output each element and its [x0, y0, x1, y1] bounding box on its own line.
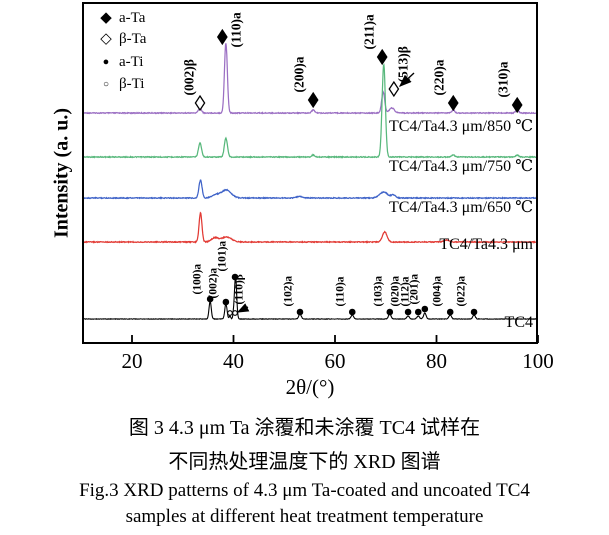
x-tick-label-20: 20 — [121, 349, 143, 373]
peak-label-(513)β: (513)β — [395, 46, 411, 83]
peak-label-(310)a: (310)a — [495, 61, 511, 98]
ti-peak-label-(102)a: (102)a — [282, 275, 295, 307]
filled-circle-icon — [206, 295, 214, 303]
beta-ti-open-circle-icon — [232, 310, 238, 316]
plot-border — [82, 2, 538, 344]
ti-peak-label-(002)a: (002)a — [207, 267, 220, 299]
filled-diamond-icon — [216, 28, 228, 46]
xrd-trace-0 — [84, 43, 536, 115]
ti-peak-label-(022)a: (022)a — [455, 275, 468, 307]
filled-circle-icon — [470, 308, 478, 316]
legend-label: a-Ta — [119, 10, 146, 26]
traces-group — [84, 43, 536, 321]
filled-circle-icon — [414, 308, 422, 316]
filled-diamond-icon — [511, 96, 523, 114]
caption-chinese-line1: 图 3 4.3 μm Ta 涂覆和未涂覆 TC4 试样在 — [128, 417, 481, 439]
legend-label: β-Ti — [119, 76, 145, 92]
ti-peak-label-(110)a: (110)a — [334, 276, 347, 307]
x-axis-label: 2θ/(°) — [285, 375, 335, 399]
xrd-plot-canvas — [82, 2, 539, 344]
trace-label-3: TC4/Ta4.3 μm — [439, 236, 533, 253]
xrd-trace-1 — [84, 63, 536, 159]
filled-circle-icon — [348, 308, 356, 316]
trace-label-4: TC4 — [504, 314, 533, 331]
peak-label-(110)a: (110)a — [228, 12, 244, 48]
ti-peak-label-(004)a: (004)a — [431, 275, 444, 307]
legend-label: a-Ti — [119, 54, 144, 70]
annotation-arrow — [398, 72, 415, 87]
caption-english-line1: Fig.3 XRD patterns of 4.3 μm Ta-coated a… — [79, 480, 530, 501]
filled-circle-icon — [231, 273, 239, 281]
legend-item-β-Ta: ◇ β-Ta — [99, 32, 146, 47]
filled-diamond-icon: ◆ — [100, 10, 112, 26]
filled-circle-icon — [222, 298, 230, 306]
ti-peak-label-(110)β: (110)β — [233, 274, 246, 305]
open-diamond-icon — [388, 80, 400, 98]
trace-label-2: TC4/Ta4.3 μm/650 ℃ — [388, 199, 533, 216]
xrd-trace-3 — [84, 211, 536, 244]
filled-diamond-icon — [307, 91, 319, 109]
ti-peak-label-(201)a: (201)a — [408, 273, 421, 305]
y-axis-label: Intensity (a. u.) — [50, 107, 73, 239]
ti-peak-label-(103)a: (103)a — [372, 275, 385, 307]
ti-peak-label-(101)a: (101)a — [216, 240, 229, 272]
filled-circle-icon — [446, 308, 454, 316]
filled-circle-icon: ● — [102, 56, 110, 68]
legend-item-a-Ta: ◆ a-Ta — [99, 11, 145, 26]
peak-label-(220)a: (220)a — [431, 59, 447, 96]
trace-label-1: TC4/Ta4.3 μm/750 ℃ — [388, 158, 533, 175]
filled-circle-icon — [404, 308, 412, 316]
open-diamond-icon — [194, 94, 206, 112]
peak-label-(211)a: (211)a — [361, 14, 377, 50]
filled-circle-icon — [296, 308, 304, 316]
trace-label-0: TC4/Ta4.3 μm/850 ℃ — [388, 118, 533, 135]
filled-circle-icon — [421, 305, 429, 313]
ti-peak-label-(100)a: (100)a — [191, 263, 204, 295]
peak-label-(200)a: (200)a — [291, 56, 307, 93]
caption-english-line2: samples at different heat treatment temp… — [125, 506, 484, 527]
filled-diamond-icon — [376, 48, 388, 66]
x-tick-label-100: 100 — [522, 349, 554, 373]
x-tick-label-80: 80 — [426, 349, 447, 373]
open-diamond-icon: ◇ — [100, 31, 112, 47]
legend-item-a-Ti: ● a-Ti — [99, 54, 144, 70]
xrd-trace-2 — [84, 179, 536, 200]
peak-label-(002)β: (002)β — [181, 59, 197, 96]
plot-text-overlay: (002)β (110)a (200)a (211)a (513)β (220)a (310… — [99, 11, 554, 374]
x-tick-label-60: 60 — [324, 349, 346, 373]
open-circle-icon: ○ — [102, 78, 110, 90]
xrd-trace-4 — [84, 274, 536, 321]
legend-label: β-Ta — [119, 31, 147, 47]
annotation-arrow — [236, 303, 250, 313]
filled-diamond-icon — [447, 94, 459, 112]
legend-item-β-Ti: ○ β-Ti — [99, 77, 144, 92]
x-tick-label-40: 40 — [223, 349, 244, 373]
filled-circle-icon — [386, 308, 394, 316]
caption-chinese-line2: 不同热处理温度下的 XRD 图谱 — [168, 451, 441, 473]
